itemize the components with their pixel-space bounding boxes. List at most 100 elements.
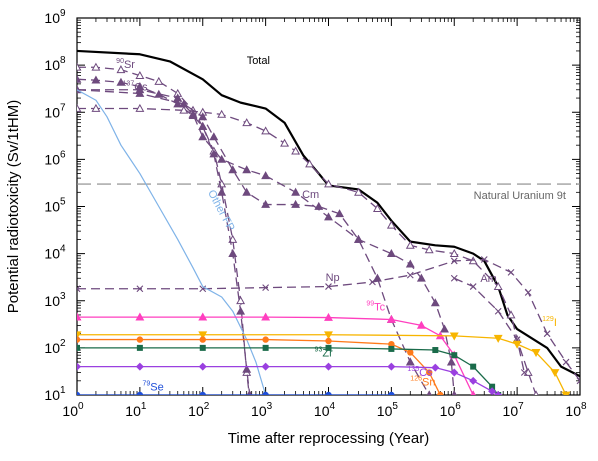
data-point	[562, 358, 570, 366]
data-point	[262, 344, 269, 351]
data-point	[154, 76, 164, 85]
data-point	[324, 212, 333, 221]
series-np	[77, 256, 580, 385]
data-point	[179, 105, 189, 114]
y-tick-label: 101	[44, 385, 66, 403]
data-point	[550, 369, 560, 378]
data-point	[488, 387, 497, 395]
data-point	[188, 109, 198, 118]
data-point	[406, 271, 414, 279]
data-point	[91, 62, 101, 71]
data-point	[305, 159, 315, 168]
series-line-other_fp	[77, 89, 267, 395]
data-point	[199, 391, 206, 395]
data-point	[135, 103, 145, 112]
data-point	[91, 75, 101, 84]
data-point	[494, 307, 502, 315]
y-tick-label: 106	[44, 149, 66, 167]
data-point	[291, 199, 301, 208]
data-point	[450, 274, 458, 282]
y-axis-title: Potential radiotoxicity (Sv/1tHM)	[5, 100, 22, 313]
data-point	[242, 165, 252, 174]
data-point	[388, 340, 395, 348]
y-tick-label: 103	[44, 291, 66, 309]
data-point	[386, 314, 396, 323]
data-point	[136, 344, 143, 351]
x-tick-label: 101	[125, 401, 147, 419]
data-point	[437, 391, 444, 395]
data-point	[432, 347, 439, 354]
label-tc99: 99Tc	[366, 301, 385, 314]
data-point	[179, 99, 189, 108]
data-point	[198, 112, 208, 121]
data-point	[217, 154, 227, 163]
data-point	[135, 70, 145, 79]
data-point	[116, 65, 126, 74]
y-tick-label: 107	[44, 102, 66, 120]
data-point	[372, 204, 382, 213]
data-point	[77, 336, 81, 343]
x-tick-label: 100	[62, 401, 84, 419]
data-point	[451, 390, 457, 395]
data-point	[450, 368, 459, 377]
data-point	[77, 344, 80, 351]
data-point	[324, 312, 333, 321]
series-am	[77, 85, 457, 395]
data-point	[242, 118, 252, 127]
label-cm: Cm	[302, 189, 319, 201]
label-total: Total	[247, 55, 270, 67]
data-point	[261, 199, 271, 208]
series-pu	[77, 103, 539, 395]
series-cm	[77, 85, 432, 395]
series-sn126	[77, 336, 444, 395]
data-point	[324, 362, 333, 371]
label-zr93: 93Zr	[315, 346, 334, 359]
data-point	[291, 187, 301, 196]
data-point	[116, 77, 126, 86]
data-point	[209, 149, 219, 158]
data-point	[198, 121, 208, 130]
data-point	[198, 312, 208, 321]
label-cs137: 137Cs	[123, 80, 149, 93]
series-line-sr90	[77, 66, 250, 395]
series-zr93	[77, 344, 502, 395]
data-point	[405, 259, 415, 268]
data-point	[561, 391, 571, 395]
data-point	[198, 132, 208, 141]
series-line-total	[77, 49, 580, 378]
data-point	[387, 362, 396, 371]
data-point	[242, 364, 252, 373]
data-point	[77, 331, 82, 340]
x-tick-label: 104	[314, 401, 336, 419]
data-point	[405, 357, 415, 366]
label-cs135: 135Cs	[407, 366, 433, 379]
data-point	[446, 357, 456, 366]
series-cs137	[77, 74, 253, 395]
y-tick-label: 108	[44, 55, 66, 73]
series-layer	[77, 49, 580, 395]
data-point	[262, 284, 270, 292]
series-line-cs137	[77, 78, 251, 395]
series-tc99	[77, 312, 476, 395]
label-se79: 79Se	[142, 380, 163, 393]
data-point	[386, 248, 396, 258]
data-point	[91, 103, 101, 112]
data-point	[407, 349, 414, 356]
data-point	[354, 234, 363, 243]
data-point	[470, 363, 477, 370]
data-point	[199, 344, 206, 351]
data-point	[531, 349, 541, 358]
data-point	[198, 331, 208, 340]
data-point	[450, 257, 458, 265]
series-line-tc99	[77, 316, 474, 395]
data-point	[440, 324, 449, 333]
series-line-np	[77, 258, 580, 382]
data-point	[533, 390, 539, 395]
x-axis-tick-labels: 100 101 102 103 104 105 106 107 108	[62, 401, 587, 419]
data-point	[261, 171, 271, 180]
data-point	[324, 179, 333, 188]
data-point	[135, 85, 145, 94]
x-tick-label: 105	[377, 401, 399, 419]
data-point	[324, 331, 333, 340]
